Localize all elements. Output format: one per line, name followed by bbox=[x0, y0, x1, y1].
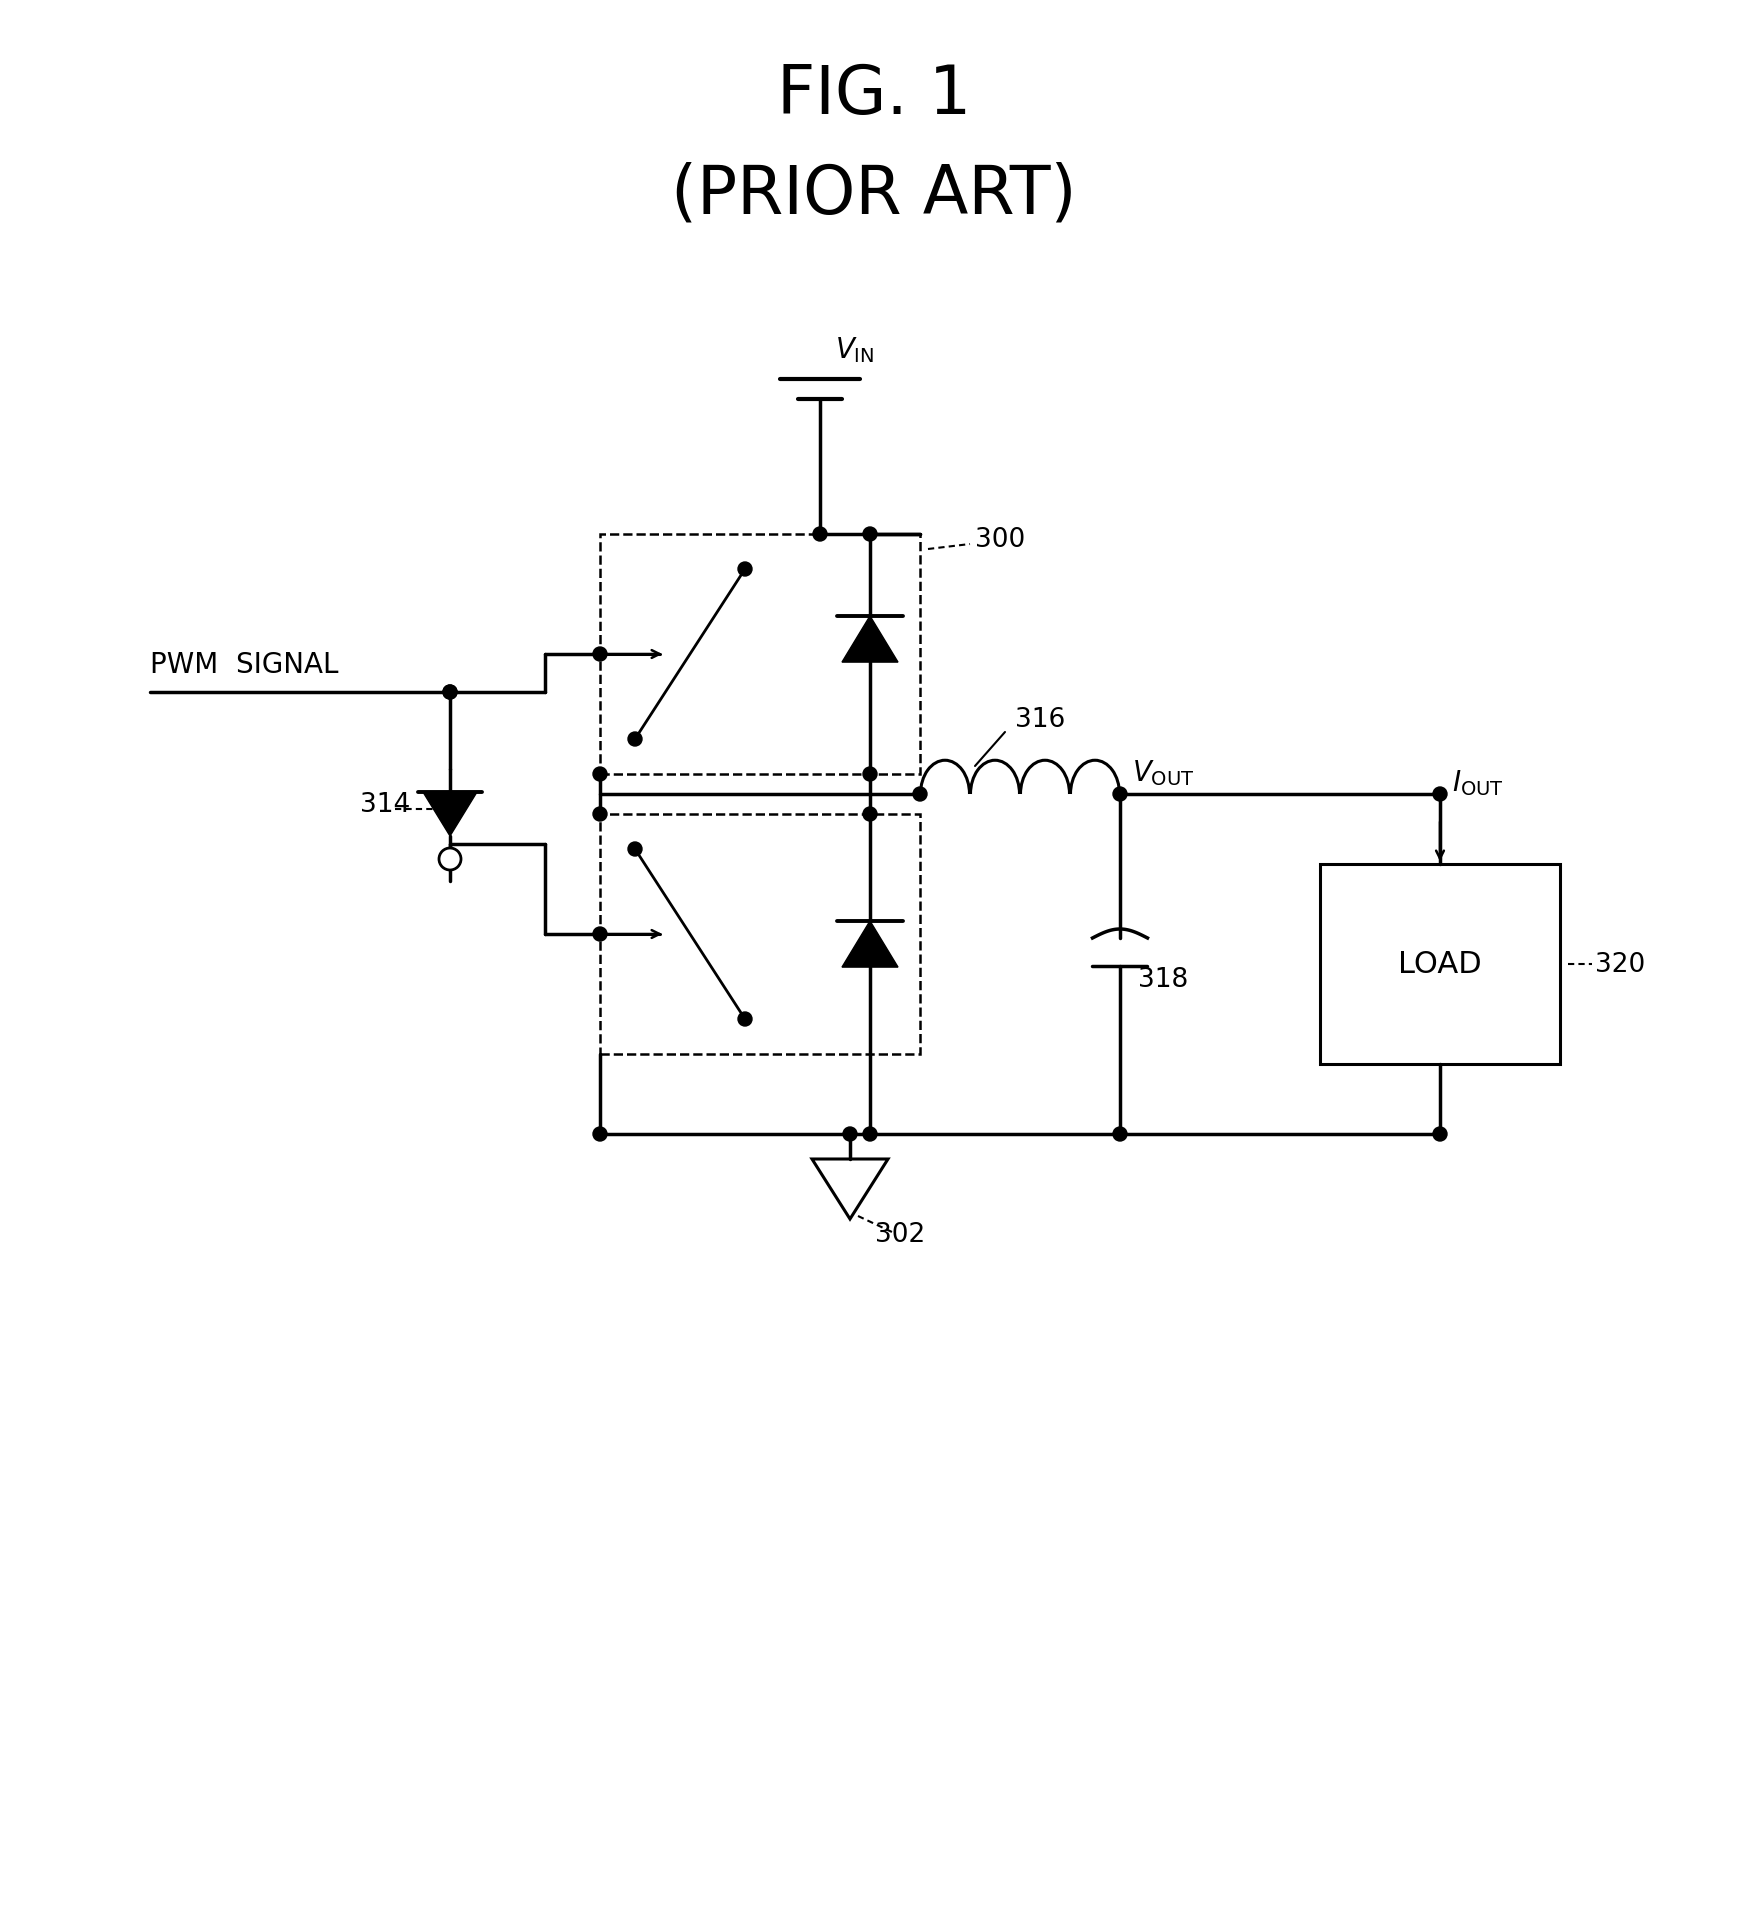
Circle shape bbox=[843, 1127, 857, 1141]
Circle shape bbox=[864, 768, 877, 781]
Circle shape bbox=[593, 768, 607, 781]
Text: 316: 316 bbox=[1016, 706, 1065, 733]
Polygon shape bbox=[843, 921, 898, 968]
Polygon shape bbox=[843, 616, 898, 662]
Circle shape bbox=[813, 528, 827, 542]
Circle shape bbox=[864, 1127, 877, 1141]
Bar bbox=[600, 534, 919, 775]
Circle shape bbox=[442, 685, 456, 701]
Text: FIG. 1: FIG. 1 bbox=[776, 61, 972, 128]
Text: 302: 302 bbox=[876, 1221, 925, 1248]
Circle shape bbox=[439, 848, 461, 871]
Text: (PRIOR ART): (PRIOR ART) bbox=[671, 163, 1077, 228]
Polygon shape bbox=[423, 792, 477, 836]
Circle shape bbox=[738, 563, 752, 576]
Circle shape bbox=[1433, 1127, 1447, 1141]
Circle shape bbox=[912, 787, 926, 802]
Bar bbox=[600, 815, 919, 1055]
Text: LOAD: LOAD bbox=[1398, 949, 1482, 978]
Circle shape bbox=[738, 1013, 752, 1026]
Text: PWM  SIGNAL: PWM SIGNAL bbox=[150, 651, 339, 679]
Circle shape bbox=[864, 808, 877, 821]
Circle shape bbox=[1433, 787, 1447, 802]
Circle shape bbox=[1113, 787, 1127, 802]
Text: $I_{\mathsf{OUT}}$: $I_{\mathsf{OUT}}$ bbox=[1453, 768, 1503, 798]
Circle shape bbox=[593, 808, 607, 821]
Circle shape bbox=[628, 733, 642, 746]
Text: 300: 300 bbox=[975, 526, 1026, 553]
Bar bbox=[1320, 865, 1559, 1064]
Circle shape bbox=[442, 685, 456, 701]
Circle shape bbox=[1113, 1127, 1127, 1141]
Circle shape bbox=[628, 842, 642, 857]
Text: $V_{\mathsf{OUT}}$: $V_{\mathsf{OUT}}$ bbox=[1133, 758, 1194, 787]
Circle shape bbox=[593, 1127, 607, 1141]
Circle shape bbox=[864, 528, 877, 542]
Text: 318: 318 bbox=[1138, 967, 1189, 993]
Text: 320: 320 bbox=[1594, 951, 1645, 978]
Circle shape bbox=[593, 928, 607, 942]
Text: 314: 314 bbox=[360, 792, 411, 817]
Text: $V_{\mathsf{IN}}$: $V_{\mathsf{IN}}$ bbox=[836, 335, 874, 366]
Circle shape bbox=[593, 647, 607, 662]
